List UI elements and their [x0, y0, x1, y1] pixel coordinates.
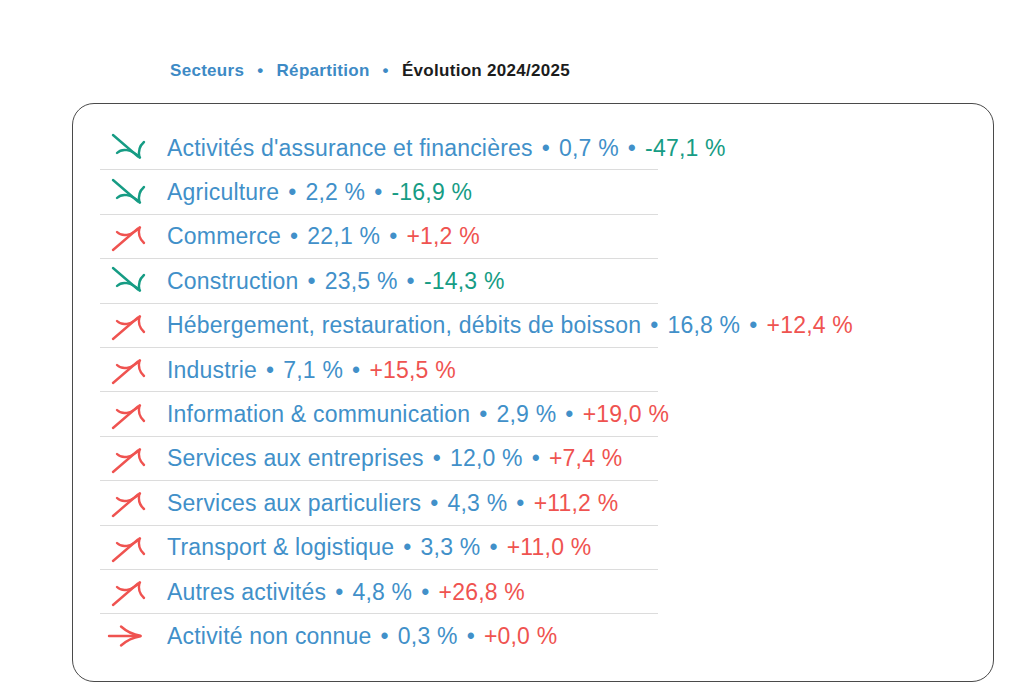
sector-share: 0,3 % — [398, 623, 458, 649]
sector-label: Hébergement, restauration, débits de boi… — [167, 312, 641, 338]
sector-label: Services aux particuliers — [167, 490, 421, 516]
sector-evolution: -14,3 % — [424, 268, 505, 294]
sector-label: Information & communication — [167, 401, 470, 427]
sector-share: 16,8 % — [667, 312, 740, 338]
bullet-separator: • — [516, 490, 524, 516]
sector-evolution: +0,0 % — [484, 623, 557, 649]
sector-share: 2,2 % — [305, 179, 365, 205]
sector-label: Commerce — [167, 223, 281, 249]
sector-row: Construction • 23,5 % • -14,3 % — [73, 259, 993, 303]
sector-row: Activités d'assurance et financières • 0,7… — [73, 126, 993, 170]
sector-row: Agriculture • 2,2 % • -16,9 % — [73, 170, 993, 214]
breadcrumb-link-repartition[interactable]: Répartition — [277, 61, 370, 80]
bullet-separator: • — [479, 401, 487, 427]
bullet-separator: • — [374, 179, 382, 205]
trend-up-icon — [105, 574, 149, 610]
sector-row: Activité non connue • 0,3 % • +0,0 % — [73, 614, 993, 658]
sector-label: Agriculture — [167, 179, 279, 205]
trend-up-icon — [105, 485, 149, 521]
sector-evolution: -47,1 % — [645, 135, 726, 161]
bullet-separator: • — [650, 312, 658, 338]
sector-evolution: +19,0 % — [583, 401, 669, 427]
trend-down-icon — [105, 130, 149, 166]
trend-up-icon — [105, 219, 149, 255]
breadcrumb-link-secteurs[interactable]: Secteurs — [170, 61, 244, 80]
bullet-separator: • — [381, 623, 389, 649]
bullet-separator: • — [389, 223, 397, 249]
bullet-separator: • — [421, 579, 429, 605]
sector-row: Information & communication • 2,9 % • +19,0 … — [73, 392, 993, 436]
bullet-separator: • — [542, 135, 550, 161]
bullet-separator: • — [308, 268, 316, 294]
bullet-separator: • — [288, 179, 296, 205]
breadcrumb: Secteurs • Répartition • Évolution 2024/… — [170, 61, 570, 81]
sector-row: Transport & logistique • 3,3 % • +11,0 % — [73, 526, 993, 570]
breadcrumb-current-page: Évolution 2024/2025 — [402, 61, 570, 80]
sector-share: 23,5 % — [325, 268, 398, 294]
sector-share: 2,9 % — [497, 401, 557, 427]
sector-share: 4,8 % — [352, 579, 412, 605]
sector-share: 4,3 % — [448, 490, 508, 516]
trend-up-icon — [105, 530, 149, 566]
bullet-separator: • — [532, 445, 540, 471]
bullet-separator: • — [290, 223, 298, 249]
bullet-separator: • — [467, 623, 475, 649]
sector-label: Activité non connue — [167, 623, 372, 649]
sector-row: Commerce • 22,1 % • +1,2 % — [73, 215, 993, 259]
trend-up-icon — [105, 441, 149, 477]
sector-evolution: +7,4 % — [549, 445, 622, 471]
trend-up-icon — [105, 352, 149, 388]
sector-label: Construction — [167, 268, 299, 294]
sector-evolution: +26,8 % — [439, 579, 525, 605]
bullet-separator: • — [565, 401, 573, 427]
sector-evolution: +12,4 % — [767, 312, 853, 338]
page: Secteurs • Répartition • Évolution 2024/… — [0, 0, 1019, 691]
trend-flat-icon — [105, 618, 149, 654]
sector-evolution: +11,0 % — [507, 534, 592, 560]
trend-up-icon — [105, 308, 149, 344]
sector-label: Industrie — [167, 357, 257, 383]
sector-share: 0,7 % — [559, 135, 619, 161]
trend-down-icon — [105, 175, 149, 211]
sector-evolution: -16,9 % — [392, 179, 473, 205]
bullet-separator: • — [749, 312, 757, 338]
sector-share: 12,0 % — [450, 445, 523, 471]
sectors-panel: Activités d'assurance et financières • 0,7… — [72, 103, 994, 682]
sector-evolution: +11,2 % — [534, 490, 619, 516]
breadcrumb-separator-icon: • — [383, 61, 389, 80]
sector-row: Autres activités • 4,8 % • +26,8 % — [73, 570, 993, 614]
sector-row: Services aux particuliers • 4,3 % • +11,2 % — [73, 481, 993, 525]
sector-share: 3,3 % — [421, 534, 481, 560]
bullet-separator: • — [407, 268, 415, 294]
bullet-separator: • — [628, 135, 636, 161]
sector-share: 22,1 % — [307, 223, 380, 249]
bullet-separator: • — [335, 579, 343, 605]
bullet-separator: • — [489, 534, 497, 560]
breadcrumb-separator-icon: • — [257, 61, 263, 80]
sector-share: 7,1 % — [283, 357, 343, 383]
trend-up-icon — [105, 397, 149, 433]
sector-label: Services aux entreprises — [167, 445, 424, 471]
bullet-separator: • — [433, 445, 441, 471]
sector-label: Autres activités — [167, 579, 326, 605]
bullet-separator: • — [266, 357, 274, 383]
bullet-separator: • — [403, 534, 411, 560]
sector-row: Industrie • 7,1 % • +15,5 % — [73, 348, 993, 392]
bullet-separator: • — [352, 357, 360, 383]
sector-label: Activités d'assurance et financières — [167, 135, 533, 161]
sector-row: Services aux entreprises • 12,0 % • +7,4 % — [73, 437, 993, 481]
sector-evolution: +1,2 % — [406, 223, 479, 249]
sector-label: Transport & logistique — [167, 534, 394, 560]
trend-down-icon — [105, 263, 149, 299]
bullet-separator: • — [430, 490, 438, 516]
sector-row: Hébergement, restauration, débits de boi… — [73, 304, 993, 348]
sector-evolution: +15,5 % — [369, 357, 455, 383]
